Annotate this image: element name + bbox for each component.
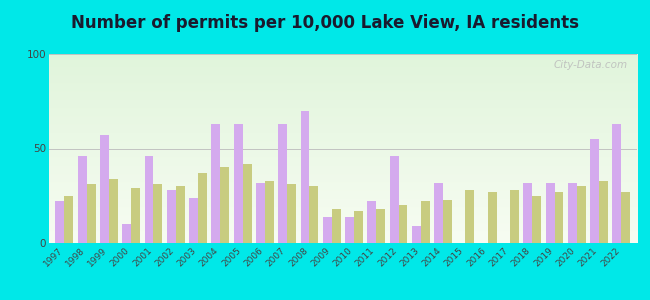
Bar: [389, 156, 398, 243]
Text: Number of permits per 10,000 Lake View, IA residents: Number of permits per 10,000 Lake View, …: [71, 14, 579, 32]
Bar: [488, 192, 497, 243]
Bar: [323, 217, 332, 243]
Bar: [421, 201, 430, 243]
Bar: [144, 156, 153, 243]
Bar: [176, 186, 185, 243]
Bar: [211, 124, 220, 243]
Bar: [443, 200, 452, 243]
Bar: [189, 198, 198, 243]
Bar: [332, 209, 341, 243]
Bar: [242, 164, 252, 243]
Text: City-Data.com: City-Data.com: [554, 60, 628, 70]
Bar: [367, 201, 376, 243]
Bar: [64, 196, 73, 243]
Bar: [612, 124, 621, 243]
Bar: [55, 201, 64, 243]
Bar: [220, 167, 229, 243]
Bar: [265, 181, 274, 243]
Bar: [376, 209, 385, 243]
Bar: [131, 188, 140, 243]
Bar: [621, 192, 630, 243]
Bar: [590, 139, 599, 243]
Bar: [100, 135, 109, 243]
Bar: [434, 182, 443, 243]
Bar: [198, 173, 207, 243]
Bar: [354, 211, 363, 243]
Bar: [287, 184, 296, 243]
Bar: [278, 124, 287, 243]
Bar: [256, 182, 265, 243]
Bar: [465, 190, 474, 243]
Bar: [167, 190, 176, 243]
Bar: [545, 182, 554, 243]
Bar: [599, 181, 608, 243]
Bar: [532, 196, 541, 243]
Bar: [577, 186, 586, 243]
Bar: [398, 205, 408, 243]
Bar: [568, 182, 577, 243]
Bar: [153, 184, 162, 243]
Bar: [86, 184, 96, 243]
Bar: [78, 156, 86, 243]
Bar: [109, 179, 118, 243]
Bar: [122, 224, 131, 243]
Bar: [554, 192, 564, 243]
Bar: [510, 190, 519, 243]
Bar: [523, 182, 532, 243]
Bar: [300, 111, 309, 243]
Bar: [345, 217, 354, 243]
Bar: [412, 226, 421, 243]
Bar: [309, 186, 318, 243]
Bar: [234, 124, 242, 243]
